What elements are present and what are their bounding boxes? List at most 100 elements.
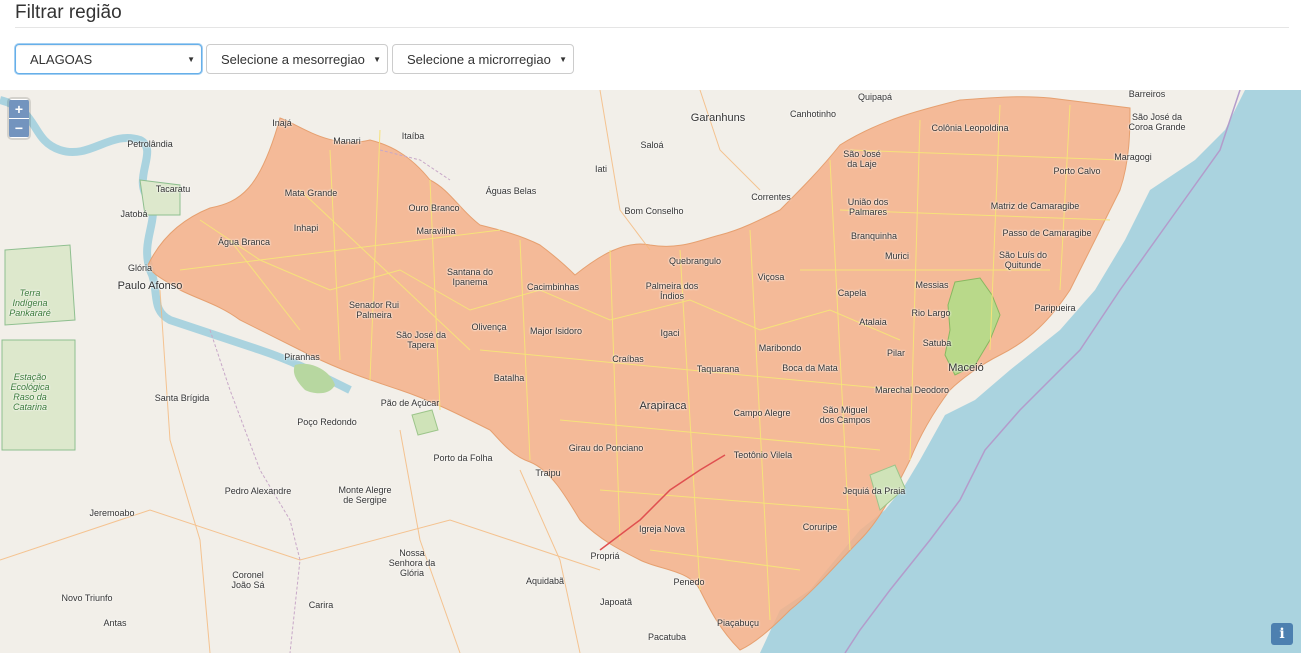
chevron-down-icon: ▼ [559, 55, 567, 64]
map-place-label: Porto Calvo [1053, 166, 1101, 176]
page-header: Filtrar região [15, 0, 1289, 28]
map-place-label: Santa Brígida [154, 393, 210, 403]
map-place-label: Jatobá [120, 209, 148, 219]
map-place-label: Antas [103, 618, 127, 628]
estado-select[interactable]: ALAGOAS ▼ [15, 44, 202, 74]
map-place-label: Santana do Ipanema [446, 267, 494, 287]
map-place-label: Coronel João Sá [231, 570, 265, 590]
map-place-label: Satuba [922, 338, 952, 348]
microrregiao-select[interactable]: Selecione a microrregiao ▼ [392, 44, 574, 74]
map-place-label: Palmeira dos Índios [645, 281, 699, 301]
map-place-label: Ouro Branco [408, 203, 460, 213]
map-place-label: Carira [308, 600, 334, 610]
map-place-label: Pilar [886, 348, 906, 358]
microrregiao-select-value: Selecione a microrregiao [407, 52, 551, 67]
river [0, 96, 352, 394]
map-place-label: Teotônio Vilela [733, 450, 793, 460]
map-place-label: Batalha [493, 373, 525, 383]
map-place-label: Girau do Ponciano [568, 443, 644, 453]
reserve-area [411, 409, 439, 436]
map-place-label: Passo de Camaragibe [1002, 228, 1092, 238]
maritime-boundary [844, 90, 1241, 653]
map-place-label: Aquidabã [525, 576, 565, 586]
map-place-label: Correntes [751, 192, 791, 202]
map-place-label: Terra Indígena Pankararé [9, 288, 51, 318]
reserve-area [869, 464, 906, 511]
map-place-label: União dos Palmares [847, 197, 889, 217]
state-alagoas [147, 96, 1131, 651]
map-place-label: São José da Tapera [395, 330, 447, 350]
map-place-label: Monte Alegre de Sergipe [338, 485, 392, 505]
zoom-out-button[interactable]: − [9, 119, 29, 137]
map-place-label: Coruripe [802, 522, 838, 532]
map-place-label: Igaci [660, 328, 680, 338]
map-place-label: Água Branca [217, 237, 271, 247]
map-place-label: São José da Laje [843, 149, 881, 169]
map-place-label: Capela [837, 288, 867, 298]
reserve-area [1, 339, 76, 451]
map-place-label: Cacimbinhas [526, 282, 580, 292]
estado-select-value: ALAGOAS [30, 52, 93, 67]
map-place-label: Jeremoabo [89, 508, 135, 518]
map-place-label: Maribondo [758, 343, 802, 353]
state-borders [209, 149, 451, 653]
info-button[interactable]: i [1271, 623, 1293, 645]
map-place-label: Olivença [471, 322, 507, 332]
reserve-area [139, 179, 181, 216]
map-place-label: Igreja Nova [638, 524, 686, 534]
map-place-label: Águas Belas [485, 186, 537, 196]
map-place-label: Pacatuba [647, 632, 687, 642]
map-place-label: Inhapi [293, 223, 319, 233]
map-place-label: Pão de Açúcar [380, 398, 440, 408]
map-place-label: Mata Grande [284, 188, 338, 198]
map-place-label: Penedo [673, 577, 705, 587]
map-place-label: Tacaratu [155, 184, 191, 194]
map-place-label: Paulo Afonso [117, 280, 183, 292]
map-place-label: Pedro Alexandre [224, 486, 292, 496]
map-place-label: Murici [885, 251, 909, 261]
map-place-label: Major Isidoro [529, 326, 583, 336]
map-place-label: Senador Rui Palmeira [348, 300, 400, 320]
map-place-label: São Miguel dos Campos [819, 405, 871, 425]
map-place-label: Quebrangulo [668, 256, 722, 266]
map-place-label: Nossa Senhora da Glória [388, 548, 436, 578]
map-place-label: Campo Alegre [733, 408, 791, 418]
zoom-control: + − [9, 99, 29, 138]
zoom-in-button[interactable]: + [9, 100, 29, 118]
map-place-label: Paripueira [1034, 303, 1076, 313]
roads [0, 90, 761, 653]
mesorregiao-select-value: Selecione a mesorregiao [221, 52, 365, 67]
map-place-label: Inajá [272, 118, 292, 128]
map-place-label: Manari [333, 136, 361, 146]
map-place-label: Saloá [640, 140, 664, 150]
map-place-label: Traipu [535, 468, 561, 478]
map-place-label: Rio Largo [911, 308, 951, 318]
map-place-label: Canhotinho [789, 109, 837, 119]
map-place-label: Boca da Mata [782, 363, 838, 373]
reserve-area [293, 363, 335, 394]
map-place-label: Quipapá [857, 92, 893, 102]
map-place-label: Iati [594, 164, 608, 174]
map-place-label: Itaíba [401, 131, 425, 141]
map-place-label: Messias [915, 280, 949, 290]
map-place-label: Novo Triunfo [61, 593, 113, 603]
map-place-label: Maragogi [1114, 152, 1152, 162]
map-place-label: Jequiá da Praia [842, 486, 906, 496]
page-title: Filtrar região [15, 2, 122, 23]
map-place-label: Bom Conselho [624, 206, 684, 216]
map-place-label: Arapiraca [639, 400, 687, 412]
map-place-label: São Luís do Quitunde [998, 250, 1048, 270]
map-canvas [0, 90, 1301, 653]
map-place-label: São José da Coroa Grande [1128, 112, 1186, 132]
map-place-label: Marechal Deodoro [874, 385, 950, 395]
map-place-label: Taquarana [696, 364, 740, 374]
map-place-label: Piaçabuçu [716, 618, 760, 628]
map-place-label: Maravilha [416, 226, 456, 236]
mesorregiao-select[interactable]: Selecione a mesorregiao ▼ [206, 44, 388, 74]
map-place-label: Colônia Leopoldina [931, 123, 1009, 133]
map-place-label: Estação Ecológica Raso da Catarina [10, 372, 50, 412]
map-place-label: Propriá [590, 551, 620, 561]
reserve-area [4, 244, 76, 326]
map-view[interactable]: Quipapá Barreiros São José da Coroa Grande… [0, 90, 1301, 653]
map-place-label: Garanhuns [690, 112, 746, 124]
